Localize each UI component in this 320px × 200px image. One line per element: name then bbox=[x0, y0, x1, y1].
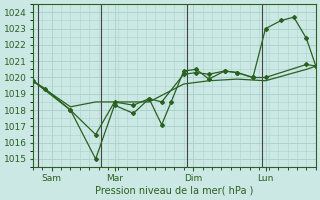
X-axis label: Pression niveau de la mer( hPa ): Pression niveau de la mer( hPa ) bbox=[95, 186, 253, 196]
